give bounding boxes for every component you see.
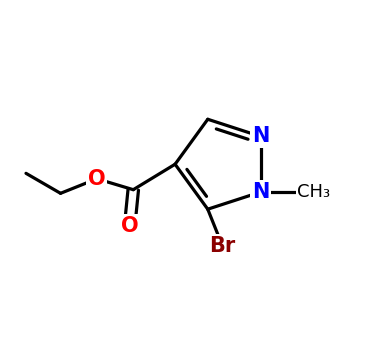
- Text: O: O: [121, 216, 138, 236]
- Text: N: N: [252, 182, 269, 202]
- Text: O: O: [88, 169, 106, 189]
- Text: N: N: [252, 127, 269, 146]
- Text: Br: Br: [209, 236, 235, 256]
- Text: CH₃: CH₃: [297, 183, 330, 201]
